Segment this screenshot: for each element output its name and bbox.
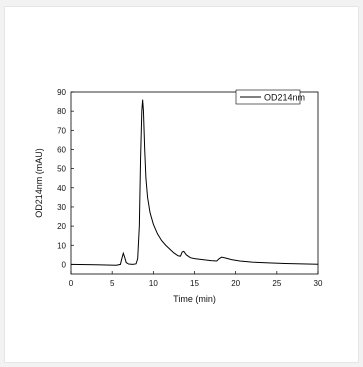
y-tick-label: 70	[57, 126, 66, 135]
y-tick-label: 10	[57, 241, 66, 250]
x-axis-ticks: 0 5 10 15 20 25 30	[69, 271, 323, 288]
y-tick-label: 20	[57, 222, 66, 231]
y-tick-label: 40	[57, 184, 66, 193]
legend-label-od214nm: OD214nm	[264, 93, 305, 103]
y-tick-label: 0	[62, 260, 67, 269]
legend-box	[235, 89, 301, 105]
legend: OD214nm	[235, 89, 305, 105]
x-tick-label: 25	[272, 279, 281, 288]
y-axis-ticks: 0 10 20 30 40 50 60 70 80 90	[57, 88, 74, 269]
x-axis-label: Time (min)	[173, 294, 216, 304]
y-tick-label: 90	[57, 88, 66, 97]
y-axis-label: OD214nm (mAU)	[34, 148, 44, 218]
plot-area-frame	[70, 91, 319, 275]
y-tick-label: 50	[57, 165, 66, 174]
chart-frame	[4, 6, 359, 363]
y-tick-label: 30	[57, 203, 66, 212]
x-tick-label: 10	[149, 279, 158, 288]
x-tick-label: 15	[190, 279, 199, 288]
series-line-od214nm	[70, 99, 319, 266]
x-tick-label: 5	[110, 279, 115, 288]
x-tick-label: 30	[314, 279, 323, 288]
y-tick-label: 60	[57, 145, 66, 154]
y-tick-label: 80	[57, 107, 66, 116]
x-tick-label: 20	[231, 279, 240, 288]
x-tick-label: 0	[69, 279, 74, 288]
